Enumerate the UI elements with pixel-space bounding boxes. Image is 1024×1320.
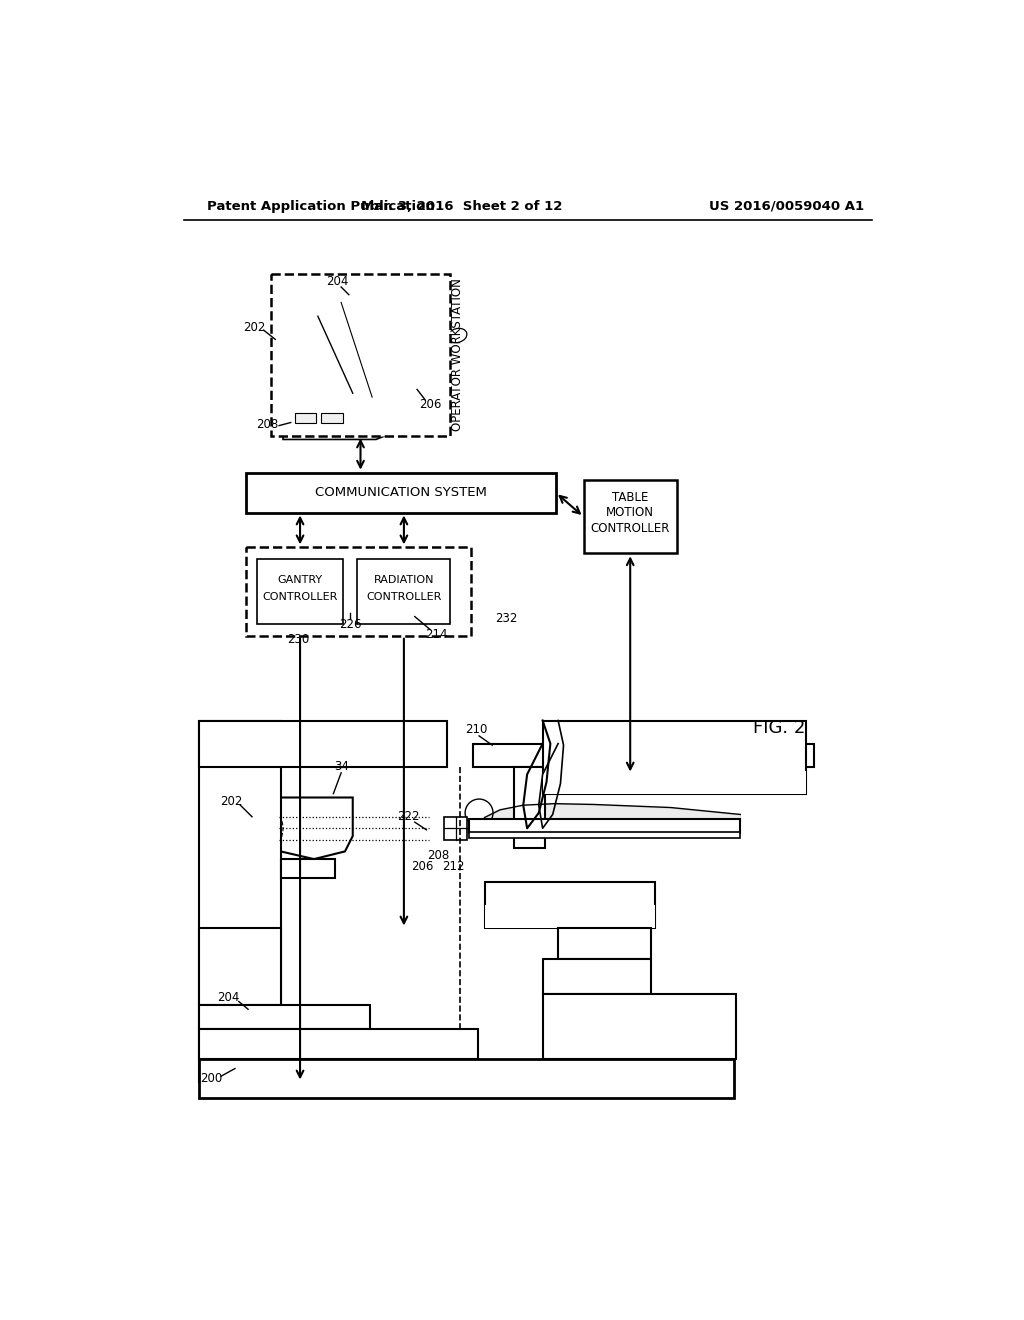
Text: 204: 204 — [326, 275, 348, 288]
Circle shape — [253, 825, 259, 832]
Text: RADIATION: RADIATION — [374, 576, 434, 585]
Bar — [543, 994, 736, 1059]
Text: COMMUNICATION SYSTEM: COMMUNICATION SYSTEM — [314, 486, 486, 499]
Polygon shape — [407, 317, 445, 405]
Bar — [271, 275, 450, 436]
Bar — [469, 832, 740, 838]
Bar — [295, 412, 316, 424]
Bar — [543, 771, 806, 793]
Bar — [543, 960, 651, 994]
Bar — [257, 558, 343, 624]
Bar — [246, 473, 556, 512]
Bar — [484, 906, 655, 928]
Polygon shape — [295, 293, 419, 409]
Text: 232: 232 — [495, 612, 517, 626]
Bar — [543, 721, 806, 793]
Text: CONTROLLER: CONTROLLER — [591, 521, 670, 535]
Bar — [444, 817, 467, 840]
Text: OPERATOR WORKSTATION: OPERATOR WORKSTATION — [451, 279, 464, 432]
Polygon shape — [302, 301, 411, 400]
Bar — [584, 480, 677, 553]
Text: 212: 212 — [442, 861, 465, 874]
Text: 200: 200 — [201, 1072, 223, 1085]
Text: 202: 202 — [220, 795, 243, 808]
Text: US 2016/0059040 A1: US 2016/0059040 A1 — [710, 199, 864, 213]
Ellipse shape — [447, 329, 467, 343]
Bar — [484, 882, 655, 928]
Text: TABLE: TABLE — [612, 491, 648, 504]
Text: 204: 204 — [217, 991, 240, 1005]
Bar — [357, 558, 451, 624]
Text: MOTION: MOTION — [606, 506, 654, 519]
Bar — [200, 1059, 734, 1098]
Bar — [321, 412, 343, 424]
Text: 222: 222 — [397, 810, 420, 824]
Bar — [200, 1028, 478, 1059]
Bar — [200, 721, 281, 1082]
Bar — [281, 859, 335, 878]
Text: 202: 202 — [243, 321, 265, 334]
Bar — [200, 1006, 370, 1028]
Bar — [514, 767, 545, 847]
Text: FIG. 2: FIG. 2 — [753, 719, 805, 737]
Text: Mar. 3, 2016  Sheet 2 of 12: Mar. 3, 2016 Sheet 2 of 12 — [360, 199, 562, 213]
Text: CONTROLLER: CONTROLLER — [262, 593, 338, 602]
Text: 34: 34 — [334, 760, 348, 774]
Bar — [200, 721, 447, 767]
Text: 208: 208 — [256, 417, 279, 430]
Polygon shape — [281, 797, 352, 859]
Text: 208: 208 — [427, 849, 450, 862]
Bar — [200, 928, 281, 1006]
Bar — [558, 928, 651, 960]
Text: GANTRY: GANTRY — [278, 576, 323, 585]
Bar — [246, 548, 471, 636]
Text: 230: 230 — [288, 634, 309, 647]
Text: CONTROLLER: CONTROLLER — [367, 593, 441, 602]
Bar — [469, 818, 740, 833]
Text: 206: 206 — [412, 861, 434, 874]
Text: Patent Application Publication: Patent Application Publication — [207, 199, 435, 213]
Text: 210: 210 — [466, 723, 488, 737]
Bar — [473, 743, 814, 767]
Text: 214: 214 — [425, 628, 447, 640]
Text: 206: 206 — [419, 399, 441, 412]
Polygon shape — [283, 385, 415, 440]
Text: 226: 226 — [339, 618, 361, 631]
